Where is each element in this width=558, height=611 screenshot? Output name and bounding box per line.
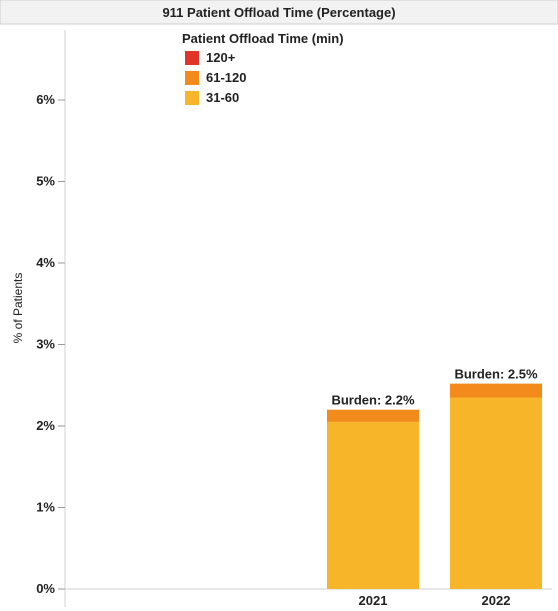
y-tick-label: 3% <box>36 337 55 352</box>
x-tick-label-2022: 2022 <box>482 593 511 608</box>
legend-label-120plus: 120+ <box>206 50 236 65</box>
legend-swatch-120plus <box>185 51 199 65</box>
bars <box>327 383 542 589</box>
bar-label-2022: Burden: 2.5% <box>454 367 538 382</box>
bar-segment-2022-61-120 <box>450 383 542 398</box>
legend-label-61-120: 61-120 <box>206 70 246 85</box>
bar-segment-2021-61-120 <box>327 409 419 422</box>
chart-title: 911 Patient Offload Time (Percentage) <box>162 5 395 20</box>
y-tick-label: 2% <box>36 418 55 433</box>
y-tick-label: 6% <box>36 92 55 107</box>
bar-segment-2022-31-60 <box>450 397 542 589</box>
legend-title: Patient Offload Time (min) <box>182 31 344 46</box>
legend-swatch-61-120 <box>185 71 199 85</box>
y-axis-label: % of Patients <box>11 273 25 344</box>
legend-label-31-60: 31-60 <box>206 90 239 105</box>
y-tick-label: 4% <box>36 255 55 270</box>
y-tick-label: 0% <box>36 581 55 596</box>
x-tick-label-2021: 2021 <box>359 593 388 608</box>
bar-segment-2021-31-60 <box>327 421 419 589</box>
y-axis-ticks: 0% 1% 2% 3% 4% 5% 6% <box>36 92 65 596</box>
bar-labels: Burden: 2.2% Burden: 2.5% <box>331 367 538 408</box>
x-axis-ticks: 2021 2022 <box>359 593 511 608</box>
legend-swatch-31-60 <box>185 91 199 105</box>
y-tick-label: 1% <box>36 500 55 515</box>
legend: Patient Offload Time (min) 120+ 61-120 3… <box>182 31 344 105</box>
title-bar <box>0 0 558 25</box>
y-tick-label: 5% <box>36 174 55 189</box>
bar-label-2021: Burden: 2.2% <box>331 393 415 408</box>
